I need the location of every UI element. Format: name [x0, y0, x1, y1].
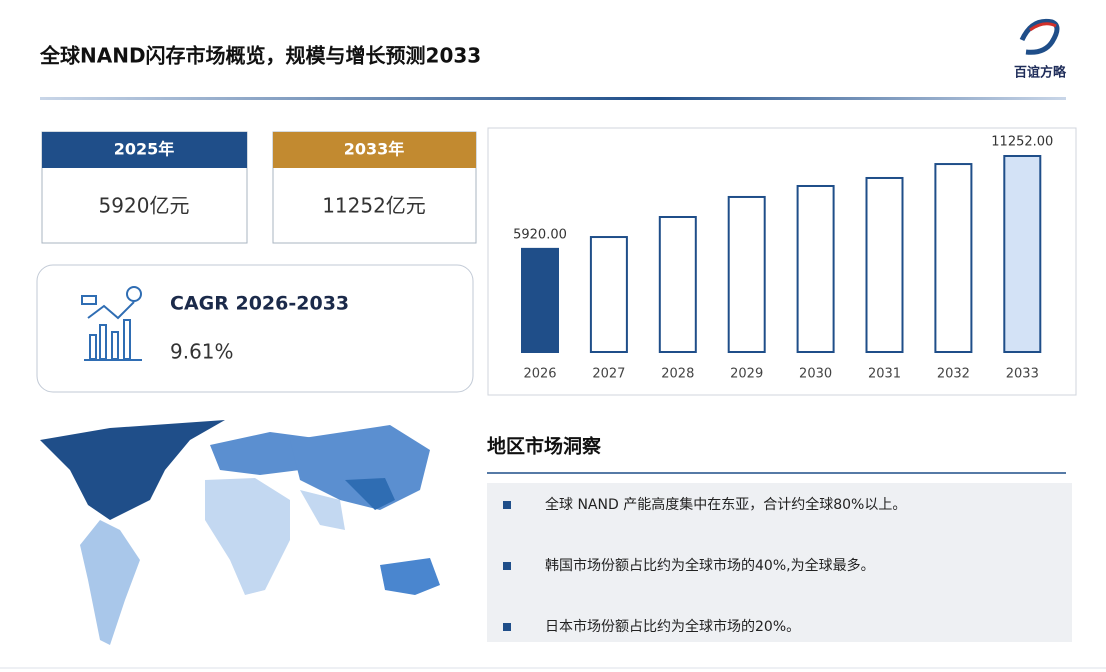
bar [727, 195, 766, 353]
card-2025: 2025年 5920亿元 [41, 131, 248, 244]
title: 全球NAND闪存市场概览，规模与增长预测2033 [39, 44, 481, 68]
x-tick-label: 2029 [730, 367, 763, 382]
bullet-text: 韩国市场份额占比约为全球市场的40%,为全球最多。 [545, 557, 875, 574]
x-tick-label: 2030 [799, 367, 832, 382]
bar-chart: 2026 5920.00 2027 2028 2029 2030 2031 2032 2033 1… [513, 135, 1053, 382]
divider [40, 97, 1066, 100]
bullet-text: 全球 NAND 产能高度集中在东亚，合计约全球80%以上。 [545, 496, 906, 513]
bullet-box [487, 483, 1072, 642]
bar [1003, 155, 1042, 353]
x-tick-label: 2032 [937, 367, 970, 382]
card-year: 2025年 [114, 140, 175, 159]
bar [658, 216, 697, 353]
x-tick-label: 2028 [661, 367, 694, 382]
region-title: 地区市场洞察 [487, 435, 602, 458]
x-tick-label: 2031 [868, 367, 901, 382]
card-year: 2033年 [344, 140, 405, 159]
card-2033: 2033年 11252亿元 [272, 131, 477, 244]
bullet-marker [503, 623, 511, 631]
card-header [273, 132, 476, 168]
x-tick-label: 2026 [523, 367, 556, 382]
bullet-list: 全球 NAND 产能高度集中在东亚，合计约全球80%以上。韩国市场份额占比约为全… [503, 496, 906, 635]
chart-frame [487, 127, 1077, 396]
cagr-label: CAGR 2026-2033 [170, 293, 349, 315]
value-label: 11252.00 [991, 135, 1053, 150]
card-value: 5920亿元 [99, 194, 190, 218]
logo: 百谊方略 [1014, 18, 1067, 81]
logo-text: 百谊方略 [1014, 65, 1067, 81]
cagr-value: 9.61% [170, 340, 234, 364]
world-map [40, 420, 440, 645]
card-header [42, 132, 247, 168]
cagr-box: CAGR 2026-2033 9.61% [36, 264, 474, 393]
x-tick-label: 2027 [592, 367, 625, 382]
bar [865, 176, 904, 353]
bullet-text: 日本市场份额占比约为全球市场的20%。 [545, 618, 800, 635]
bullet-marker [503, 501, 511, 509]
bar [934, 163, 973, 353]
x-tick-label: 2033 [1006, 367, 1039, 382]
bar [521, 247, 559, 354]
cagr-icon [81, 286, 142, 361]
cagr-frame [36, 264, 474, 393]
bullet-marker [503, 562, 511, 570]
bar [589, 236, 628, 353]
value-label: 5920.00 [513, 227, 567, 242]
card-value: 11252亿元 [322, 194, 426, 218]
bar [796, 184, 835, 353]
